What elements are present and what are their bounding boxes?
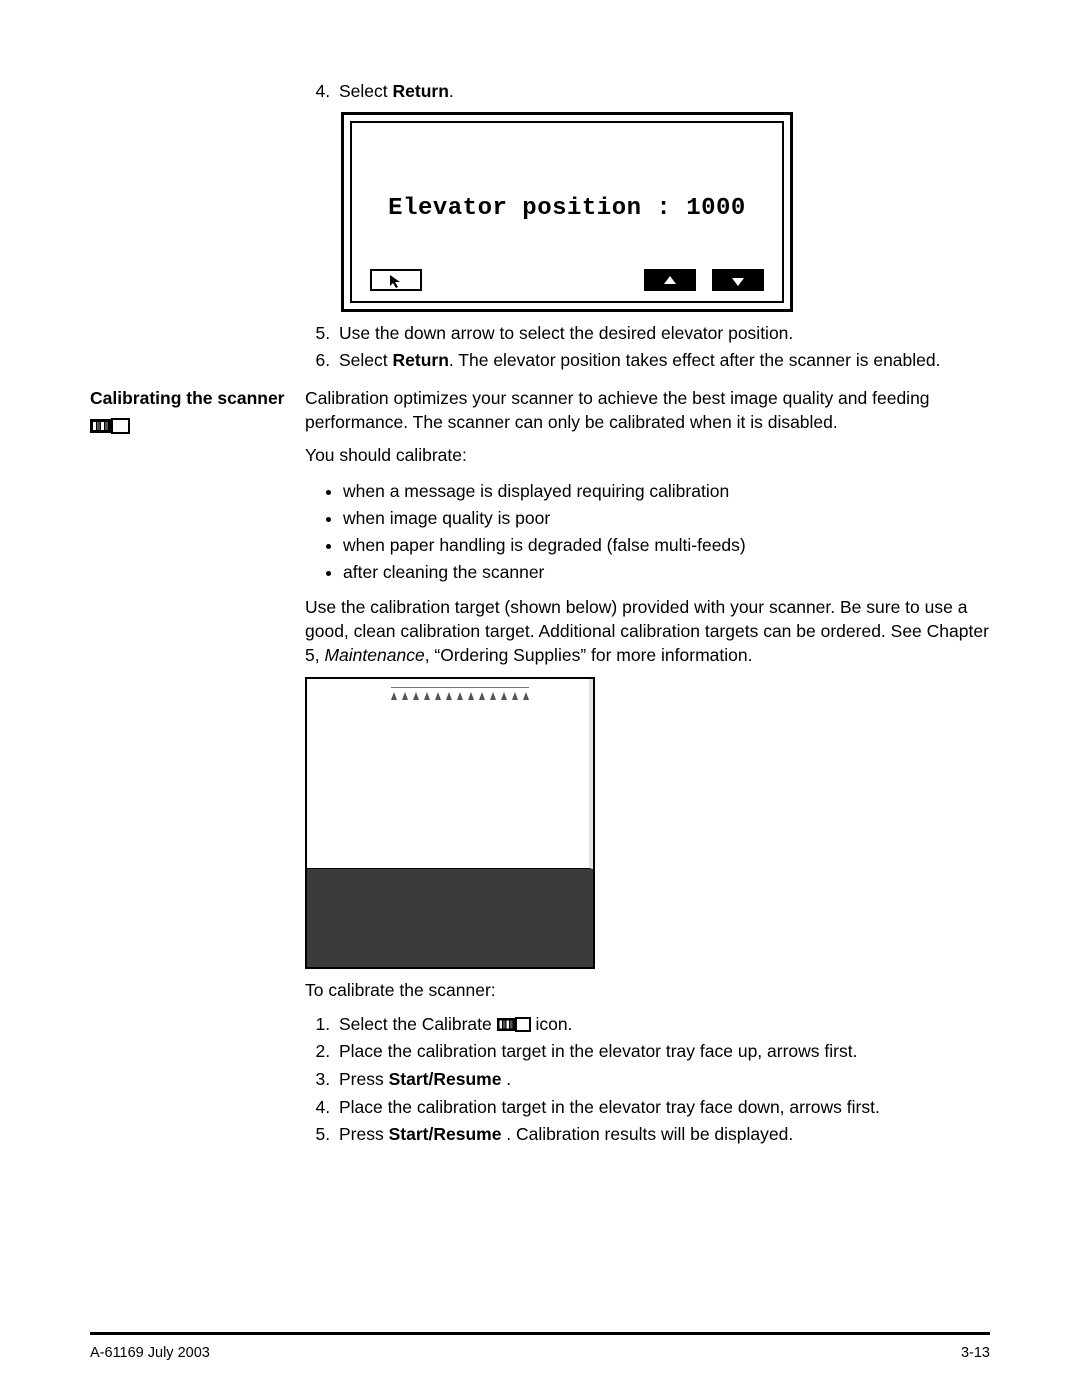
- lcd-text: Elevator position : 1000: [352, 195, 782, 222]
- calibrate-bullets: when a message is displayed requiring ca…: [305, 478, 990, 587]
- target-arrow-icon: [479, 692, 485, 700]
- calibrate-icon: [90, 417, 130, 435]
- calibrate-p2: You should calibrate:: [305, 444, 990, 468]
- target-top: [307, 679, 593, 869]
- lcd-figure: Elevator position : 1000: [341, 112, 990, 312]
- page: Select Return. Elevator position : 1000: [0, 0, 1080, 1397]
- top-block: Select Return. Elevator position : 1000: [90, 80, 990, 387]
- calibrate-block: Calibrating the scanner Calibration opti…: [90, 387, 990, 1151]
- cal-step-1: Select the Calibrate icon.: [335, 1013, 990, 1037]
- cal-s3-a: Press: [339, 1069, 389, 1089]
- cal-step-2: Place the calibration target in the elev…: [335, 1040, 990, 1064]
- target-bottom: [307, 869, 593, 967]
- cal-step-5: Press Start/Resume . Calibration results…: [335, 1123, 990, 1147]
- cal-s2: Place the calibration target in the elev…: [335, 1041, 857, 1061]
- footer-left: A-61169 July 2003: [90, 1345, 210, 1361]
- footer: A-61169 July 2003 3-13: [90, 1345, 990, 1361]
- cal-s3-b: .: [501, 1069, 511, 1089]
- calibration-target: [305, 677, 595, 969]
- step-4-list: Select Return.: [305, 80, 990, 104]
- cal-s1-a: Select the Calibrate: [339, 1014, 497, 1034]
- cal-step-2-list: Place the calibration target in the elev…: [305, 1040, 990, 1064]
- step-4-suffix: .: [449, 81, 454, 101]
- cursor-icon: [388, 273, 404, 289]
- calibrate-p3: Use the calibration target (shown below)…: [305, 596, 990, 667]
- calibration-target-figure: [305, 677, 990, 969]
- step-5-list: Use the down arrow to select the desired…: [305, 322, 990, 346]
- calibrate-p4: To calibrate the scanner:: [305, 979, 990, 1003]
- lcd-back-button[interactable]: [370, 269, 422, 291]
- target-arrow-icon: [468, 692, 474, 700]
- target-arrow-icon: [512, 692, 518, 700]
- step-6-bold: Return: [393, 350, 449, 370]
- lcd-inner: Elevator position : 1000: [350, 121, 784, 303]
- p3-b: , “Ordering Supplies” for more informati…: [425, 645, 753, 665]
- up-arrow-icon: [664, 276, 676, 284]
- lcd-down-button[interactable]: [712, 269, 764, 291]
- bullet-4: after cleaning the scanner: [343, 559, 990, 586]
- target-arrows-row: [391, 687, 529, 700]
- p3-italic: Maintenance: [324, 645, 424, 665]
- cal-step-1-list: Select the Calibrate icon.: [305, 1013, 990, 1037]
- step-6: Select Return. The elevator position tak…: [335, 349, 990, 373]
- step-5: Use the down arrow to select the desired…: [335, 322, 990, 346]
- target-arrow-icon: [424, 692, 430, 700]
- calibrate-icon: [497, 1017, 531, 1033]
- cal-s1-b: icon.: [531, 1014, 573, 1034]
- step-5-text: Use the down arrow to select the desired…: [335, 323, 793, 343]
- cal-step-4-list: Place the calibration target in the elev…: [305, 1096, 990, 1120]
- cal-step-4: Place the calibration target in the elev…: [335, 1096, 990, 1120]
- cal-s5-bold: Start/Resume: [389, 1124, 502, 1144]
- bullet-2: when image quality is poor: [343, 505, 990, 532]
- step-6-suffix: . The elevator position takes effect aft…: [449, 350, 941, 370]
- lcd-screen: Elevator position : 1000: [341, 112, 793, 312]
- cal-s5-b: . Calibration results will be displayed.: [501, 1124, 793, 1144]
- calibrate-side: Calibrating the scanner: [90, 387, 305, 437]
- target-arrow-icon: [435, 692, 441, 700]
- bullet-1: when a message is displayed requiring ca…: [343, 478, 990, 505]
- step-4-bold: Return: [393, 81, 449, 101]
- target-arrow-icon: [501, 692, 507, 700]
- calibrate-main: Calibration optimizes your scanner to ac…: [305, 387, 990, 1151]
- step-4-prefix: Select: [339, 81, 393, 101]
- cal-s5-a: Press: [339, 1124, 389, 1144]
- target-arrow-icon: [523, 692, 529, 700]
- target-arrow-icon: [402, 692, 408, 700]
- top-main: Select Return. Elevator position : 1000: [305, 80, 990, 387]
- down-arrow-icon: [732, 278, 744, 286]
- target-arrow-icon: [391, 692, 397, 700]
- footer-rule: [90, 1332, 990, 1335]
- side-icon-row: [90, 417, 305, 437]
- step-6-prefix: Select: [339, 350, 393, 370]
- footer-right: 3-13: [961, 1345, 990, 1361]
- cal-s3-bold: Start/Resume: [389, 1069, 502, 1089]
- bullet-3: when paper handling is degraded (false m…: [343, 532, 990, 559]
- cal-step-5-list: Press Start/Resume . Calibration results…: [305, 1123, 990, 1147]
- section-heading: Calibrating the scanner: [90, 387, 305, 411]
- cal-step-3-list: Press Start/Resume .: [305, 1068, 990, 1092]
- cal-s4: Place the calibration target in the elev…: [335, 1097, 880, 1117]
- lcd-up-button[interactable]: [644, 269, 696, 291]
- step-4: Select Return.: [335, 80, 990, 104]
- step-6-list: Select Return. The elevator position tak…: [305, 349, 990, 373]
- target-arrow-icon: [413, 692, 419, 700]
- calibrate-p1: Calibration optimizes your scanner to ac…: [305, 387, 990, 434]
- cal-step-3: Press Start/Resume .: [335, 1068, 990, 1092]
- target-arrow-icon: [490, 692, 496, 700]
- target-arrow-icon: [457, 692, 463, 700]
- target-arrow-icon: [446, 692, 452, 700]
